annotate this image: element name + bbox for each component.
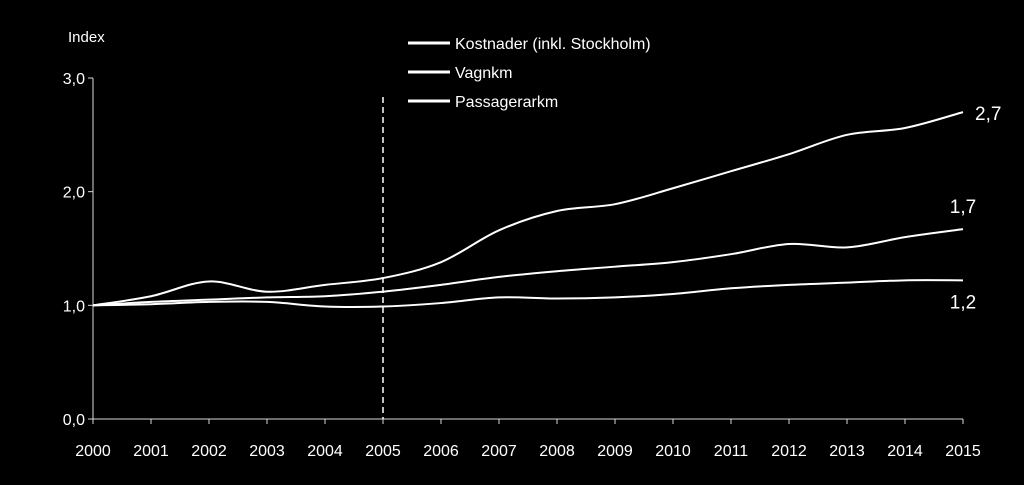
x-tick-labels: 2000 2001 2002 2003 2004 2005 2006 2007 2008 2009… (75, 419, 981, 460)
x-tick-label: 2014 (887, 443, 923, 460)
end-value-label: 2,7 (975, 104, 1001, 125)
x-tick-label: 2003 (249, 443, 285, 460)
legend-label: Vagnkm (455, 65, 513, 82)
x-tick-label: 2000 (75, 443, 111, 460)
y-tick-label: 2,0 (63, 185, 85, 202)
y-tick-label: 0,0 (63, 412, 85, 429)
x-tick-label: 2006 (423, 443, 459, 460)
y-tick-labels: 0,0 1,0 2,0 3,0 (63, 71, 93, 429)
series-line-3 (92, 279, 964, 308)
series-lines (92, 111, 964, 308)
x-tick-label: 2010 (655, 443, 691, 460)
y-axis-title: Index (68, 29, 105, 46)
y-tick-label: 3,0 (63, 71, 85, 88)
legend-label: Kostnader (inkl. Stockholm) (455, 36, 651, 53)
series-line-2 (92, 228, 964, 307)
x-tick-label: 2007 (481, 443, 517, 460)
x-tick-label: 2012 (771, 443, 807, 460)
series-line-1 (92, 111, 964, 307)
x-tick-label: 2005 (365, 443, 401, 460)
x-tick-label: 2011 (714, 443, 749, 460)
x-tick-label: 2001 (133, 443, 169, 460)
x-tick-label: 2004 (307, 443, 343, 460)
end-labels: 2,7 1,7 1,2 (950, 104, 1002, 313)
y-tick-label: 1,0 (63, 298, 85, 315)
legend-label: Passagerarkm (455, 94, 558, 111)
end-value-label: 1,7 (950, 197, 976, 218)
x-tick-label: 2009 (597, 443, 633, 460)
x-tick-label: 2015 (945, 443, 981, 460)
legend: Kostnader (inkl. Stockholm) Vagnkm Passage… (408, 36, 651, 111)
x-tick-label: 2008 (539, 443, 575, 460)
chart-axes (92, 78, 963, 420)
end-value-label: 1,2 (950, 292, 976, 313)
x-tick-label: 2002 (191, 443, 227, 460)
x-tick-label: 2013 (829, 443, 865, 460)
